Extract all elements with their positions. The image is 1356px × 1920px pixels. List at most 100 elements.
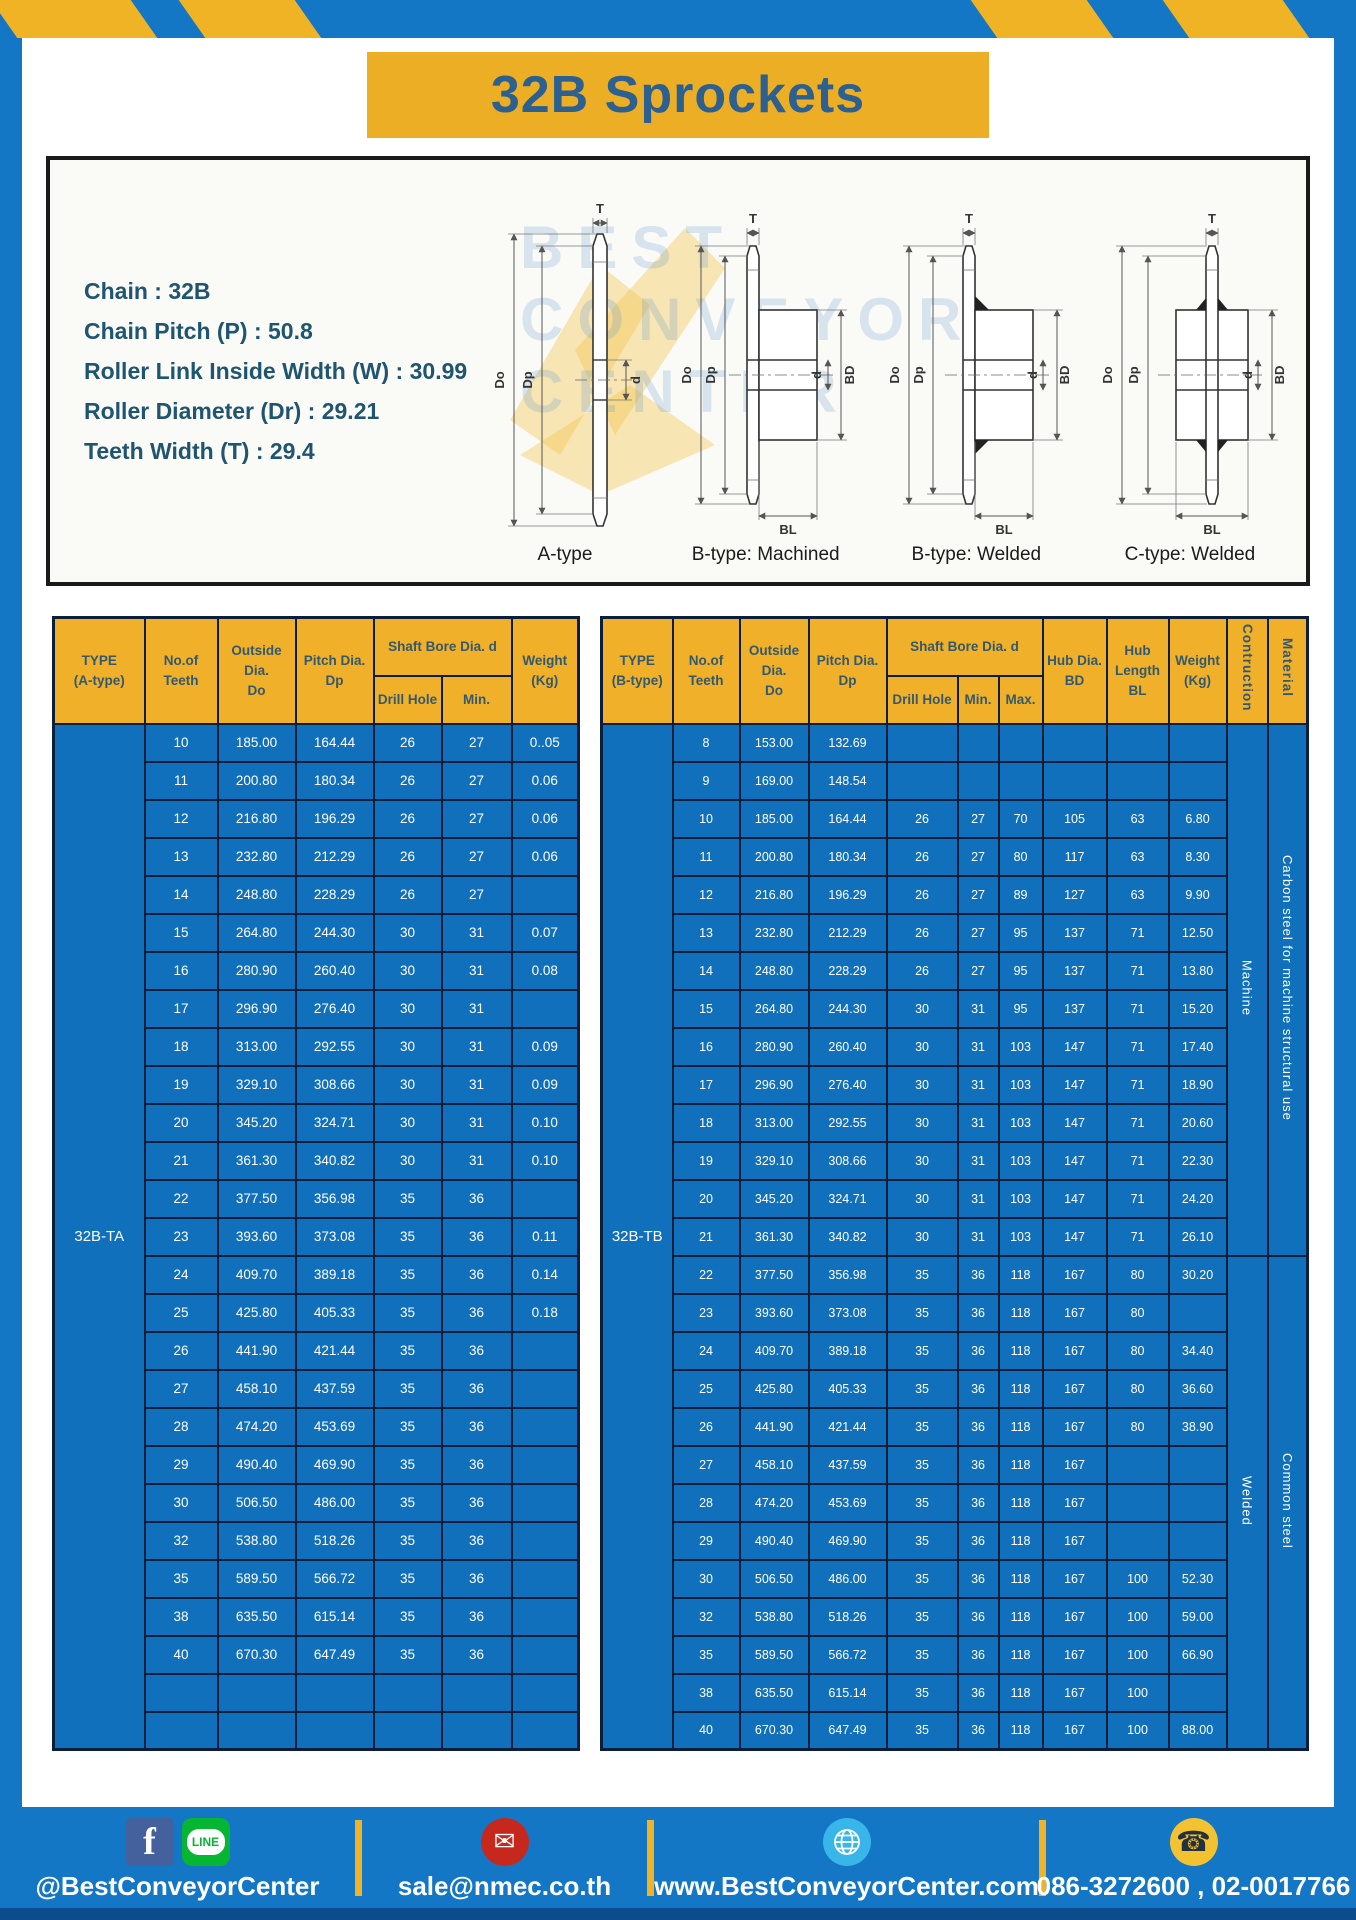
spec-cell: 441.90	[216, 1330, 297, 1371]
spec-cell: 118	[997, 1330, 1044, 1371]
footer-phone-link[interactable]: ☎ 086-3272600 , 02-0017766	[1037, 1807, 1350, 1908]
spec-cell: 35	[671, 1634, 741, 1675]
spec-cell	[956, 760, 1000, 801]
spec-cell: 35	[885, 1330, 959, 1371]
spec-cell: 26	[372, 798, 443, 839]
spec-cell: 31	[440, 1026, 513, 1067]
spec-cell: 100	[1105, 1672, 1170, 1713]
spec-cell: 147	[1041, 1140, 1108, 1181]
construction-group-cell: Machine	[1225, 722, 1269, 1257]
spec-cell: 232.80	[216, 836, 297, 877]
footer-website-link[interactable]: www.BestConveyorCenter.com	[654, 1807, 1039, 1908]
spec-cell: 167	[1041, 1330, 1108, 1371]
spec-cell: 30	[885, 1140, 959, 1181]
spec-cell: 80	[1105, 1292, 1170, 1333]
spec-cell	[1167, 1672, 1228, 1713]
spec-cell: 36	[440, 1520, 513, 1561]
spec-cell	[510, 874, 580, 915]
spec-cell: 164.44	[294, 722, 375, 763]
dim-label-d: d	[628, 376, 643, 384]
col-header-drill-hole: Drill Hole	[372, 674, 443, 725]
spec-cell: 264.80	[738, 988, 810, 1029]
spec-cell: 377.50	[738, 1254, 810, 1295]
spec-cell: 167	[1041, 1368, 1108, 1409]
spec-cell: 19	[143, 1064, 219, 1105]
spec-cell: 117	[1041, 836, 1108, 877]
top-hazard-band	[0, 0, 1356, 38]
spec-cell: 26	[885, 950, 959, 991]
table-row: 11 200.80 180.34 26 27 80 117 63 8.30	[602, 836, 1308, 877]
dim-label-bl: BL	[779, 522, 796, 537]
spec-cell: 9.90	[1167, 874, 1228, 915]
spec-cell: 22	[143, 1178, 219, 1219]
spec-cell: 27	[440, 798, 513, 839]
footer-social-link[interactable]: f LINE @BestConveyorCenter	[0, 1807, 355, 1908]
col-header-hub-dia: Hub Dia. BD	[1041, 616, 1108, 725]
spec-cell: 34.40	[1167, 1330, 1228, 1371]
table-row: 9 169.00 148.54	[602, 760, 1308, 801]
table-row: 29 490.40 469.90 35 36	[54, 1444, 580, 1485]
email-icon: ✉	[480, 1817, 529, 1866]
table-row: 15 264.80 244.30 30 31 0.07	[54, 912, 580, 953]
table-row: 25 425.80 405.33 35 36 118 167 80 36.60	[602, 1368, 1308, 1409]
spec-cell: 6.80	[1167, 798, 1228, 839]
spec-cell: 31	[956, 988, 1000, 1029]
spec-cell: 164.44	[807, 798, 888, 839]
spec-cell: 232.80	[738, 912, 810, 953]
spec-cell	[997, 760, 1044, 801]
spec-cell: 458.10	[216, 1368, 297, 1409]
spec-cell: 103	[997, 1102, 1044, 1143]
dim-label-do: Do	[492, 371, 507, 388]
spec-cell: 27	[956, 798, 1000, 839]
spec-cell: 40	[143, 1634, 219, 1675]
spec-cell	[510, 1558, 580, 1599]
spec-cell: 441.90	[738, 1406, 810, 1447]
spec-cell: 474.20	[216, 1406, 297, 1447]
dim-label-dp: Dp	[911, 366, 926, 383]
table-row: 12 216.80 196.29 26 27 89 127 63 9.90	[602, 874, 1308, 915]
spec-cell: 147	[1041, 1026, 1108, 1067]
spec-cell: 30	[372, 1140, 443, 1181]
footer-email-link[interactable]: ✉ sale@nmec.co.th	[362, 1807, 647, 1908]
spec-cell: 11	[671, 836, 741, 877]
spec-cell: 118	[997, 1254, 1044, 1295]
spec-cell: 260.40	[294, 950, 375, 991]
spec-cell: 292.55	[294, 1026, 375, 1067]
spec-cell: 35	[372, 1482, 443, 1523]
col-header-weight: Weight (Kg)	[1167, 616, 1228, 725]
spec-cell	[1041, 760, 1108, 801]
spec-cell: 340.82	[294, 1140, 375, 1181]
table-row: 28 474.20 453.69 35 36 118 167	[602, 1482, 1308, 1523]
spec-cell: 118	[997, 1558, 1044, 1599]
spec-cell: 38	[143, 1596, 219, 1637]
table-row: 19 329.10 308.66 30 31 103 147 71 22.30	[602, 1140, 1308, 1181]
spec-cell: 421.44	[807, 1406, 888, 1447]
spec-cell: 36	[956, 1254, 1000, 1295]
spec-cell: 18.90	[1167, 1064, 1228, 1105]
spec-cell: 425.80	[738, 1368, 810, 1409]
spec-cell: 185.00	[216, 722, 297, 763]
spec-cell: 127	[1041, 874, 1108, 915]
spec-cell	[143, 1672, 219, 1713]
spec-cell: 228.29	[807, 950, 888, 991]
spec-cell: 425.80	[216, 1292, 297, 1333]
spec-cell: 22.30	[1167, 1140, 1228, 1181]
spec-cell: 30	[372, 950, 443, 991]
spec-cell: 13.80	[1167, 950, 1228, 991]
spec-cell: 28	[143, 1406, 219, 1447]
spec-cell: 647.49	[807, 1710, 888, 1751]
dim-label-t: T	[1208, 211, 1216, 226]
spec-cell	[1167, 1444, 1228, 1485]
spec-roller-diameter: Roller Diameter (Dr) : 29.21	[84, 398, 380, 424]
spec-cell: 31	[440, 988, 513, 1029]
spec-cell: 31	[956, 1102, 1000, 1143]
spec-cell: 105	[1041, 798, 1108, 839]
spec-cell: 35	[372, 1596, 443, 1637]
dim-label-d: d	[1025, 371, 1040, 379]
spec-cell: 147	[1041, 1216, 1108, 1257]
spec-cell: 27	[440, 836, 513, 877]
spec-cell: 324.71	[807, 1178, 888, 1219]
spec-cell: 118	[997, 1482, 1044, 1523]
dim-label-do: Do	[1100, 366, 1115, 383]
table-b-body: 32B-TB 8 153.00 132.69 Machine Carbon steel f…	[600, 722, 1309, 1751]
